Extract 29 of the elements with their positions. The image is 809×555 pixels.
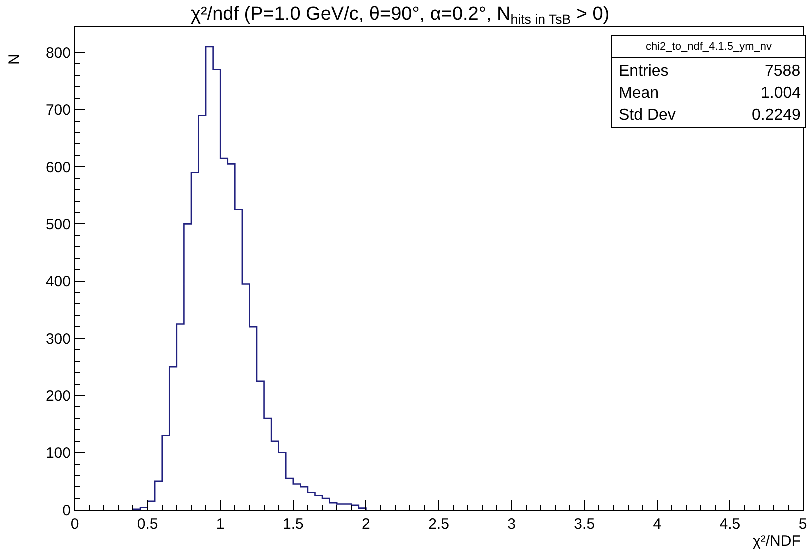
annotation: 7588	[765, 63, 801, 80]
x-tick-label: 2	[362, 516, 370, 533]
x-tick-label: 3.5	[574, 516, 596, 533]
x-axis-title: χ²/NDF	[753, 533, 801, 550]
annotation: Std Dev	[619, 107, 676, 124]
x-tick-label: 4	[653, 516, 662, 533]
y-tick-label: 0	[62, 502, 71, 520]
y-tick-label: 400	[46, 274, 71, 291]
x-tick-label: 4.5	[720, 516, 741, 533]
annotation: chi2_to_ndf_4.1.5_ym_nv	[646, 41, 772, 53]
y-tick-label: 100	[46, 445, 71, 462]
x-tick-label: 0.5	[137, 516, 158, 533]
annotation: Entries	[619, 63, 669, 80]
y-tick-label: 200	[46, 388, 71, 405]
annotation: 1.004	[761, 85, 802, 102]
chart-title: χ²/ndf (P=1.0 GeV/c, θ=90°, α=0.2°, N$_{hits in TsB}$ > 0)	[191, 4, 610, 27]
x-tick-label: 2.5	[428, 516, 450, 533]
annotation: 0.2249	[752, 107, 802, 124]
annotation: Mean	[619, 85, 660, 102]
y-tick-label: 500	[46, 216, 71, 234]
y-tick-label: 600	[46, 159, 71, 176]
x-tick-label: 1	[216, 516, 225, 533]
x-tick-label: 1.5	[282, 516, 304, 533]
y-tick-label: 800	[46, 44, 71, 62]
x-tick-label: 3	[508, 516, 516, 533]
y-axis-title: N	[6, 54, 23, 65]
y-tick-label: 300	[46, 330, 71, 348]
y-tick-label: 700	[46, 102, 71, 120]
x-tick-label: 5	[798, 516, 808, 533]
